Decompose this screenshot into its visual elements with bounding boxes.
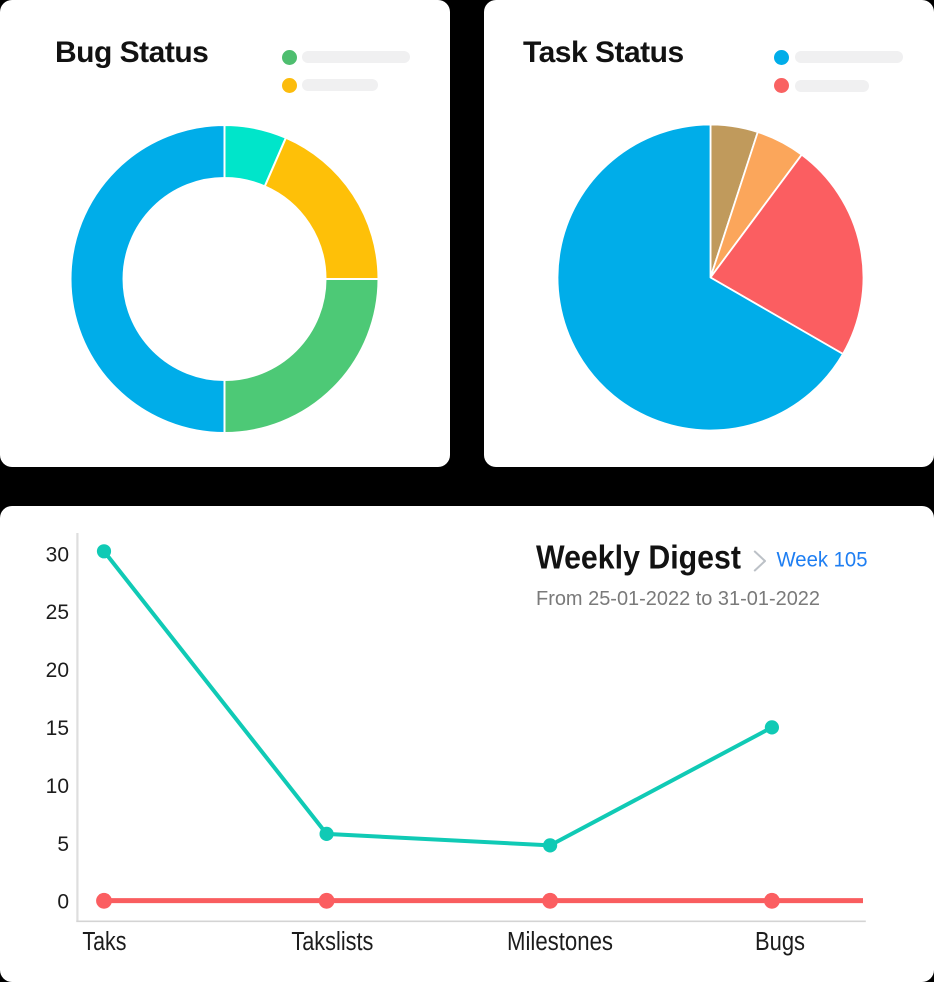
svg-text:15: 15: [46, 717, 69, 740]
svg-text:Takslists: Takslists: [291, 928, 373, 956]
svg-text:Milestones: Milestones: [507, 928, 613, 956]
svg-text:25: 25: [46, 601, 69, 624]
svg-text:30: 30: [46, 543, 69, 566]
svg-text:Bugs: Bugs: [755, 928, 805, 956]
svg-text:Taks: Taks: [82, 928, 126, 956]
svg-text:10: 10: [46, 775, 69, 798]
svg-text:0: 0: [57, 891, 69, 914]
svg-text:20: 20: [46, 659, 69, 682]
svg-text:Week 105: Week 105: [777, 548, 868, 571]
svg-text:From 25-01-2022 to 31-01-2022: From 25-01-2022 to 31-01-2022: [536, 587, 820, 610]
svg-text:Weekly Digest: Weekly Digest: [536, 539, 741, 576]
svg-text:5: 5: [57, 833, 69, 856]
